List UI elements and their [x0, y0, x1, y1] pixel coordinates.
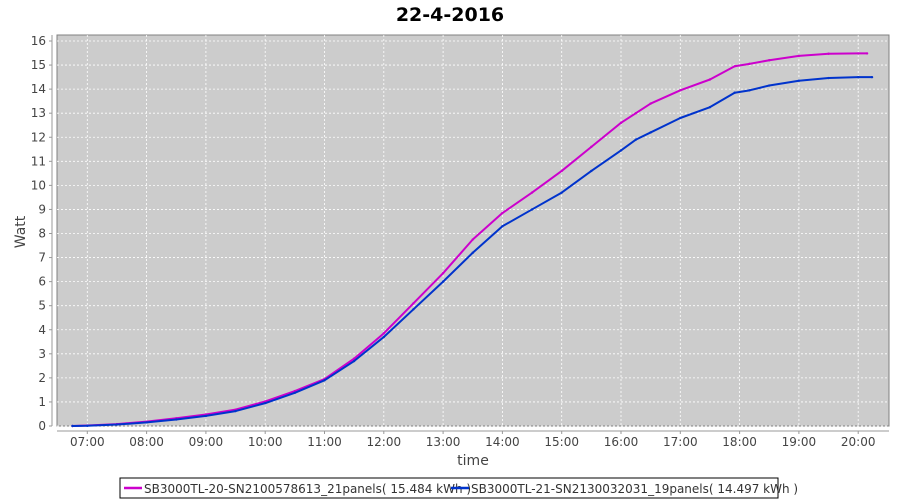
x-tick-label: 12:00 — [367, 435, 402, 449]
data-point — [857, 52, 860, 55]
data-point — [708, 105, 712, 109]
y-tick-label: 16 — [31, 34, 46, 48]
data-point — [797, 54, 801, 58]
data-point — [560, 191, 563, 194]
data-point — [797, 79, 801, 82]
data-point — [634, 111, 638, 115]
data-point — [204, 414, 208, 418]
y-tick-label: 8 — [38, 227, 46, 241]
plot-area — [56, 34, 890, 427]
data-point — [649, 102, 652, 105]
data-point — [827, 76, 830, 80]
data-point — [870, 75, 874, 79]
legend-entry-2: SB3000TL-21-SN2130032031_19panels( 14.49… — [471, 482, 798, 496]
y-tick-label: 10 — [31, 178, 46, 192]
data-point — [471, 251, 474, 254]
data-point — [708, 78, 712, 81]
data-point — [115, 423, 119, 426]
data-point — [590, 145, 593, 149]
y-tick-label: 9 — [38, 202, 46, 216]
data-point — [619, 149, 623, 152]
data-point — [560, 169, 563, 173]
chart-title: 22-4-2016 — [396, 4, 504, 26]
data-point — [441, 280, 445, 283]
x-axis: 07:00 08:00 09:00 10:00 11:00 12:00 13:00 14:00… — [57, 430, 889, 449]
data-point — [352, 357, 356, 360]
data-point — [733, 91, 736, 94]
legend — [119, 477, 779, 499]
data-point — [827, 52, 830, 55]
y-tick-label: 15 — [31, 58, 46, 72]
data-point — [323, 379, 326, 382]
data-point — [634, 138, 638, 141]
x-axis-label: time — [457, 453, 489, 469]
data-point — [733, 65, 736, 68]
series-lines — [71, 52, 874, 428]
data-point — [145, 421, 148, 424]
data-point — [412, 308, 415, 311]
y-tick-label: 6 — [38, 275, 46, 289]
data-point — [501, 225, 504, 228]
x-tick-label: 10:00 — [248, 435, 283, 449]
data-point — [234, 409, 237, 413]
grid — [57, 35, 889, 427]
y-tick-label: 7 — [38, 251, 46, 265]
data-point — [530, 208, 534, 211]
data-point — [264, 401, 267, 405]
y-tick-label: 0 — [38, 419, 46, 433]
data-point — [748, 62, 751, 66]
y-tick-label: 4 — [38, 323, 46, 337]
y-tick-label: 11 — [31, 154, 46, 168]
data-point — [768, 84, 771, 87]
x-tick-label: 16:00 — [604, 435, 639, 449]
data-point — [768, 59, 771, 62]
y-axis-label: Watt — [13, 215, 29, 248]
data-point — [748, 89, 751, 92]
data-point — [590, 169, 593, 173]
data-point — [412, 302, 415, 305]
y-tick-label: 12 — [31, 130, 46, 144]
data-point — [382, 335, 385, 339]
data-point — [175, 418, 178, 421]
legend-entry-1: SB3000TL-20-SN2100578613_21panels( 15.48… — [144, 482, 471, 496]
x-tick-label: 08:00 — [129, 435, 164, 449]
x-tick-label: 11:00 — [307, 435, 342, 449]
x-tick-label: 19:00 — [782, 435, 817, 449]
data-point — [441, 272, 445, 275]
y-tick-label: 1 — [38, 395, 46, 409]
data-point — [293, 391, 297, 394]
data-point — [501, 211, 504, 215]
x-tick-label: 18:00 — [722, 435, 757, 449]
y-tick-label: 3 — [38, 347, 46, 361]
y-tick-label: 13 — [31, 106, 46, 120]
x-tick-label: 13:00 — [426, 435, 461, 449]
data-point — [649, 131, 652, 134]
data-point — [857, 75, 860, 79]
y-tick-label: 5 — [38, 299, 46, 313]
data-point — [530, 191, 534, 194]
x-tick-label: 20:00 — [841, 435, 876, 449]
data-point — [619, 121, 623, 125]
data-point — [679, 89, 682, 92]
data-point — [71, 424, 74, 428]
data-point — [679, 116, 682, 120]
data-point — [352, 359, 356, 363]
y-tick-label: 2 — [38, 371, 46, 385]
x-tick-label: 15:00 — [544, 435, 579, 449]
x-tick-label: 14:00 — [485, 435, 520, 449]
y-tick-label: 14 — [31, 82, 46, 96]
x-tick-label: 07:00 — [70, 435, 105, 449]
data-point — [382, 332, 385, 335]
x-tick-label: 17:00 — [663, 435, 698, 449]
data-point — [865, 52, 869, 55]
data-point — [86, 424, 89, 427]
data-point — [471, 238, 474, 241]
x-tick-label: 09:00 — [189, 435, 224, 449]
